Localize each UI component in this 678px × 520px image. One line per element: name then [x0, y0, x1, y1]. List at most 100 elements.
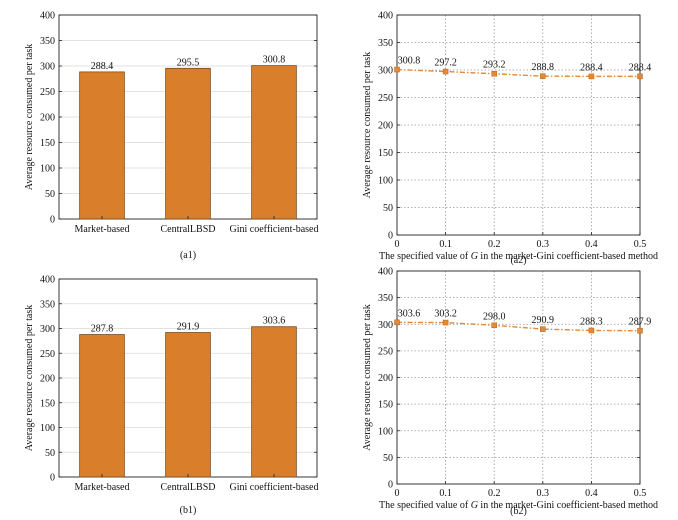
y-tick-label: 200	[378, 121, 393, 132]
series-line	[396, 68, 640, 78]
data-label: 288.8	[532, 62, 555, 73]
panel-caption: (a2)	[510, 255, 526, 266]
y-tick-label: 50	[383, 453, 393, 464]
data-label: 288.4	[580, 62, 603, 73]
x-axis-label-variable: G	[471, 251, 478, 262]
y-tick-label: 400	[40, 275, 55, 286]
x-tick-label: 0.2	[488, 239, 501, 250]
y-tick-label: 250	[40, 87, 55, 98]
y-tick-label: 100	[378, 176, 393, 187]
data-label: 290.9	[532, 315, 555, 326]
x-tick-label: CentralLBSD	[161, 482, 216, 493]
x-tick-label: 0.5	[634, 488, 647, 499]
data-point-6	[637, 327, 643, 334]
x-tick-label: Market-based	[75, 482, 130, 493]
x-tick-label: Gini coefficient-based	[230, 224, 319, 235]
panel-caption: (a1)	[180, 250, 196, 261]
chart-b1: 0 50 100 150 200 250 300 350 400 Average resource…	[24, 275, 318, 517]
data-point-1	[394, 66, 400, 73]
bar-2	[165, 332, 211, 478]
x-tick-label: 0.3	[537, 239, 550, 250]
chart-a1: 0 50 100 150 200 250 300 350 400 Average resource…	[24, 11, 318, 262]
bar-value-label: 303.6	[263, 316, 286, 327]
data-label: 293.2	[483, 60, 506, 71]
data-point-3	[491, 322, 497, 329]
y-tick-label: 200	[378, 373, 393, 384]
data-label: 300.8	[398, 56, 421, 67]
y-axis-label: Average resource consumed per task	[24, 44, 35, 190]
y-tick-label: 0	[388, 480, 393, 491]
y-tick-label: 350	[378, 293, 393, 304]
x-tick-label: 0.1	[439, 488, 452, 499]
data-label: 287.9	[629, 317, 652, 328]
y-tick-label: 250	[378, 346, 393, 357]
y-tick-label: 250	[378, 93, 393, 104]
y-tick-label: 100	[40, 423, 55, 434]
x-tick-label: 0.1	[439, 239, 452, 250]
y-tick-label: 150	[40, 138, 55, 149]
data-point-3	[491, 70, 497, 77]
data-label: 288.3	[580, 316, 603, 327]
y-tick-label: 350	[378, 38, 393, 49]
y-tick-label: 200	[40, 113, 55, 124]
series-line	[396, 321, 641, 332]
data-point-4	[540, 73, 546, 79]
x-axis-label-part: in the market-Gini coefficient-based met…	[478, 251, 658, 262]
x-tick-label: CentralLBSD	[161, 224, 216, 235]
y-tick-label: 100	[40, 164, 55, 175]
y-tick-label: 200	[40, 374, 55, 385]
y-tick-label: 400	[378, 11, 393, 22]
bar-1	[79, 71, 125, 220]
y-tick-label: 300	[378, 66, 393, 77]
y-tick-label: 50	[383, 203, 393, 214]
x-tick-label: 0.4	[585, 239, 598, 250]
x-tick-label: 0.3	[537, 488, 550, 499]
y-tick-label: 250	[40, 349, 55, 360]
y-tick-label: 350	[40, 299, 55, 310]
data-point-2	[442, 68, 449, 75]
bar-3	[251, 326, 297, 478]
bar-value-label: 287.8	[91, 324, 114, 335]
data-point-4	[540, 326, 546, 332]
data-point-1	[394, 319, 400, 326]
x-tick-label: Gini coefficient-based	[230, 482, 319, 493]
x-tick-label: 0.2	[488, 488, 501, 499]
x-axis-label-variable: G	[471, 500, 478, 511]
chart-a2: 0 50 100 150 200 250 300 350 400 Average resource…	[362, 11, 658, 267]
x-tick-label: 0	[395, 488, 400, 499]
data-label: 298.0	[483, 311, 506, 322]
bar-value-label: 288.4	[91, 61, 114, 72]
y-tick-label: 400	[378, 267, 393, 278]
y-tick-label: 100	[378, 426, 393, 437]
y-tick-label: 150	[378, 148, 393, 159]
y-tick-label: 150	[40, 398, 55, 409]
bar-2	[165, 67, 211, 220]
x-axis-label-part: in the market-Gini coefficient-based met…	[478, 500, 658, 511]
x-tick-label: 0.5	[634, 239, 647, 250]
x-axis-label: The specified value of G in the market-G…	[379, 251, 658, 262]
data-point-6	[637, 73, 643, 80]
y-axis-label: Average resource consumed per task	[362, 52, 373, 198]
panel-caption: (b2)	[510, 506, 527, 517]
x-tick-label: 0	[395, 239, 400, 250]
panel-caption: (b1)	[180, 505, 197, 516]
data-label: 303.6	[398, 308, 421, 319]
data-label: 303.2	[434, 309, 457, 320]
y-axis-label: Average resource consumed per task	[362, 304, 373, 450]
y-tick-label: 350	[40, 36, 55, 47]
y-tick-label: 0	[388, 231, 393, 242]
x-axis-label-part: The specified value of	[379, 251, 471, 262]
bar-value-label: 291.9	[177, 322, 200, 333]
data-point-5	[588, 73, 595, 80]
x-axis-label-part: The specified value of	[379, 500, 471, 511]
data-point-2	[442, 319, 449, 326]
chart-b2: 0 50 100 150 200 250 300 350 400 Average resource…	[362, 267, 658, 518]
x-axis-label: The specified value of G in the market-G…	[379, 500, 658, 511]
bar-1	[79, 334, 125, 478]
y-tick-label: 0	[50, 473, 55, 484]
data-label: 288.4	[629, 62, 652, 73]
x-tick-label: Market-based	[75, 224, 130, 235]
y-tick-label: 50	[45, 448, 55, 459]
y-axis-label: Average resource consumed per task	[24, 305, 35, 451]
